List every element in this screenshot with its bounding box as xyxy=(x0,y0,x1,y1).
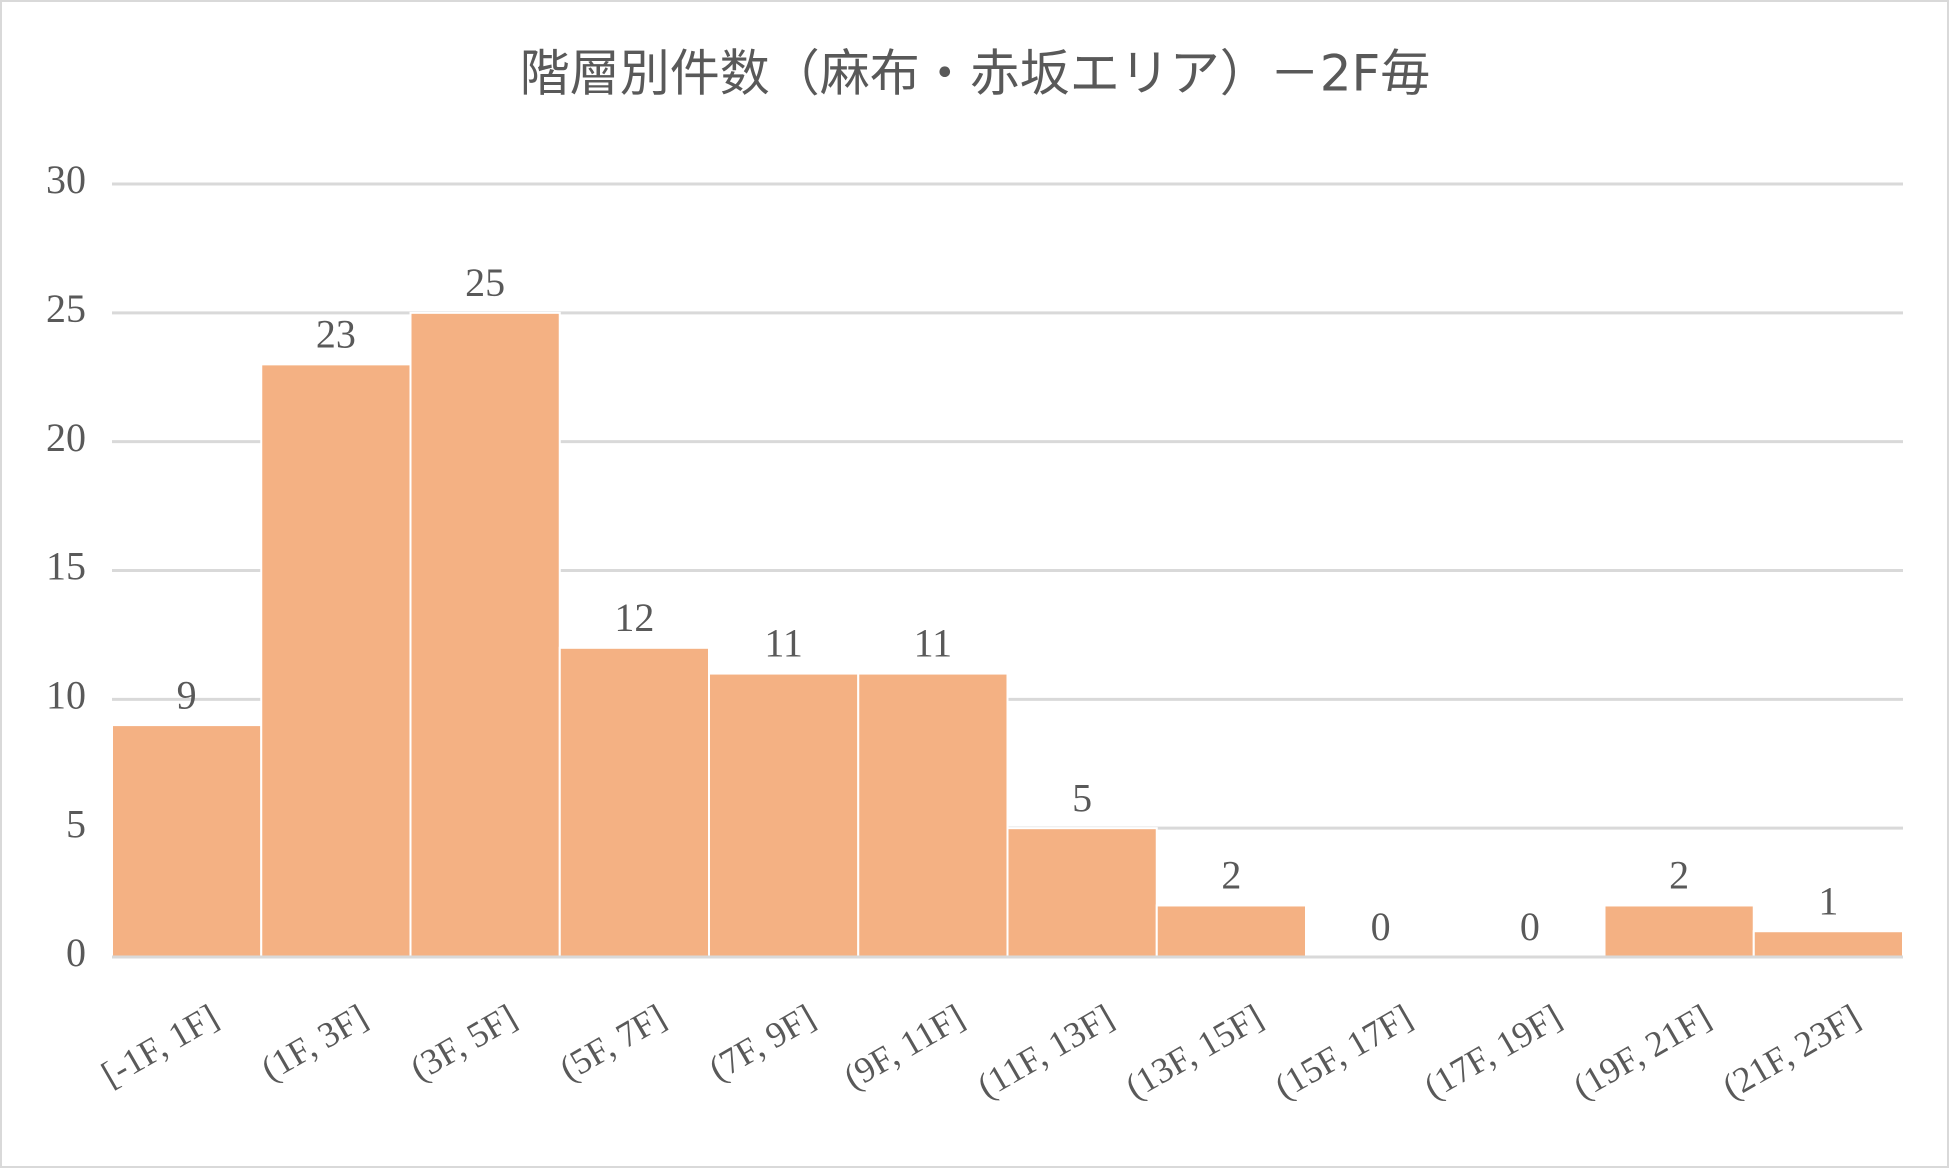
bar xyxy=(857,672,1009,958)
data-label: 11 xyxy=(764,621,803,666)
data-label: 12 xyxy=(614,595,654,640)
data-label: 5 xyxy=(1072,775,1092,820)
y-tick-label: 15 xyxy=(46,544,86,589)
bar xyxy=(1752,930,1904,959)
y-tick-label: 20 xyxy=(46,415,86,460)
bar xyxy=(1603,904,1755,959)
bar xyxy=(111,724,263,958)
y-tick-label: 30 xyxy=(46,157,86,202)
data-label: 0 xyxy=(1520,904,1540,949)
data-label: 9 xyxy=(177,672,197,717)
data-label: 23 xyxy=(316,312,356,357)
bar xyxy=(1155,904,1307,959)
bar xyxy=(409,311,561,959)
bar xyxy=(260,363,412,959)
data-label: 2 xyxy=(1669,853,1689,898)
bar xyxy=(708,672,860,958)
y-tick-label: 5 xyxy=(66,801,86,846)
bar xyxy=(558,646,710,958)
data-label: 1 xyxy=(1818,878,1838,923)
data-label: 11 xyxy=(914,621,953,666)
y-tick-label: 0 xyxy=(66,930,86,975)
bar xyxy=(1006,827,1158,959)
data-label: 2 xyxy=(1221,853,1241,898)
y-tick-label: 25 xyxy=(46,286,86,331)
chart-title: 階層別件数（麻布・赤坂エリア）－2F毎 xyxy=(520,45,1431,103)
y-tick-label: 10 xyxy=(46,673,86,718)
data-label: 25 xyxy=(465,260,505,305)
data-label: 0 xyxy=(1371,904,1391,949)
